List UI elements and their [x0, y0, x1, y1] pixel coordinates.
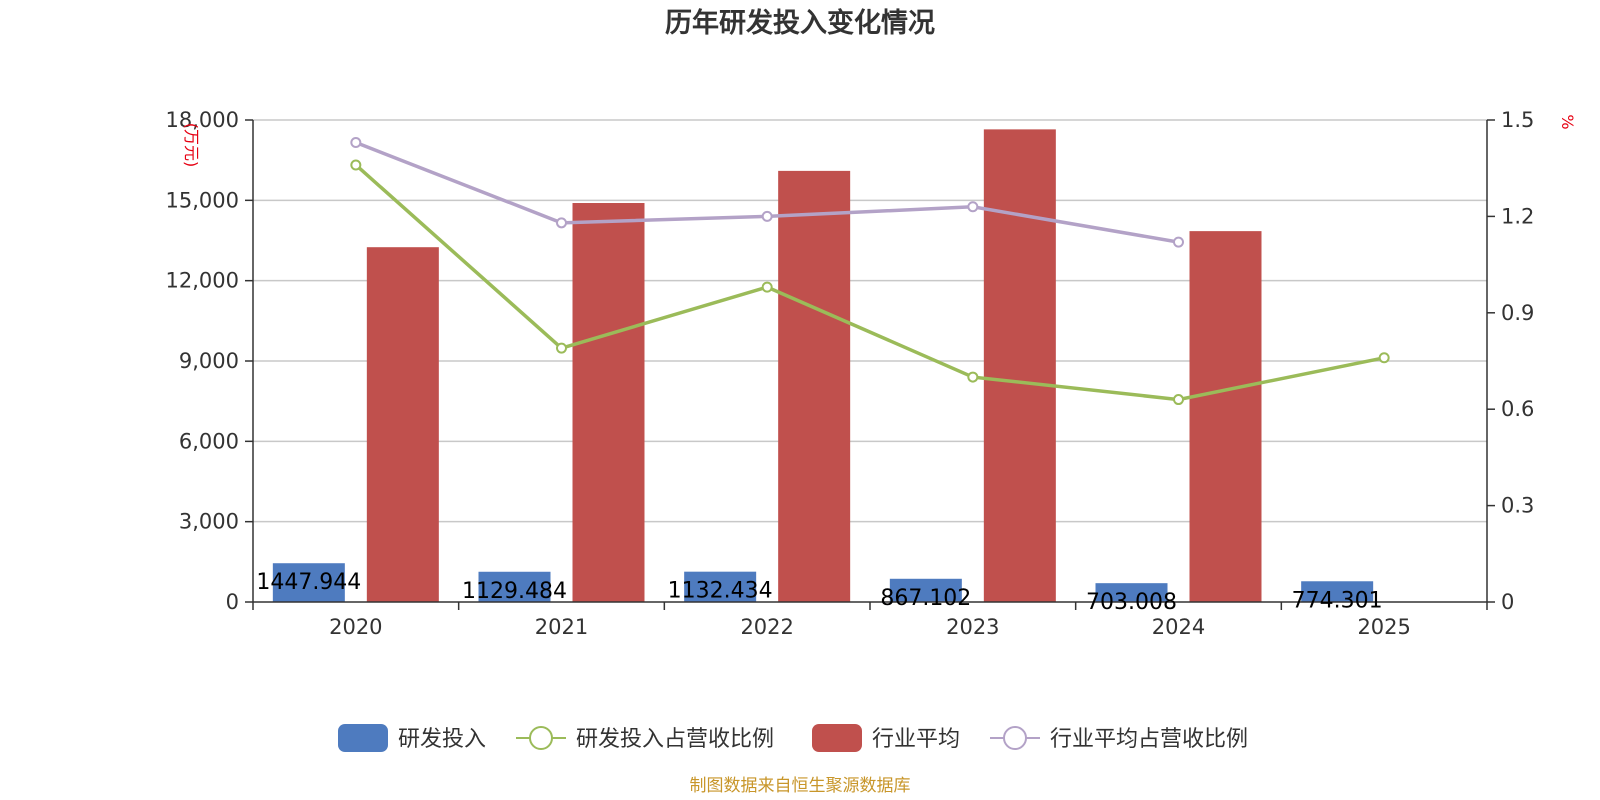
legend-label: 研发投入 — [398, 727, 486, 752]
legend-swatch-bar — [812, 724, 862, 752]
bar-rd-investment — [478, 571, 551, 602]
source-note: 制图数据来自恒生聚源数据库 — [690, 776, 911, 796]
right-axis-unit: % — [1558, 114, 1577, 129]
axes: 0 3,000 6,000 9,000 12,000 15,000 18,000 0 0.3 0.… — [166, 108, 1535, 639]
left-axis-tick-label: 6,000 — [179, 429, 239, 453]
legend-swatch-bar — [338, 724, 388, 752]
left-axis-tick-label: 18,000 — [166, 108, 239, 132]
bar-industry-average — [778, 170, 851, 602]
x-axis-tick-label: 2024 — [1152, 615, 1205, 639]
point-industry-ratio — [556, 217, 567, 229]
chart-title: 历年研发投入变化情况 — [665, 7, 935, 39]
right-axis-tick-label: 1.2 — [1501, 204, 1534, 228]
line-rd-ratio — [354, 163, 1385, 402]
bar-industry-average — [983, 129, 1056, 602]
bars — [272, 129, 1374, 602]
right-axis-tick-label: 1.5 — [1501, 108, 1534, 132]
left-axis-tick-label: 3,000 — [179, 510, 239, 534]
point-rd-ratio — [1173, 394, 1184, 406]
left-axis-tick-label: 9,000 — [179, 349, 239, 373]
right-axis-tick-label: 0.3 — [1501, 494, 1534, 518]
bar-data-label: 774.301 — [1292, 588, 1383, 613]
point-industry-ratio — [350, 136, 362, 148]
bar-data-label: 703.008 — [1086, 590, 1177, 615]
x-axis-tick-label: 2025 — [1357, 615, 1410, 639]
x-axis-tick-label: 2022 — [740, 615, 793, 639]
bar-data-label: 1132.434 — [668, 579, 773, 604]
bar-industry-average — [366, 247, 439, 602]
point-rd-ratio — [967, 371, 979, 383]
left-axis-tick-label: 15,000 — [166, 188, 239, 212]
point-rd-ratio — [761, 281, 773, 293]
left-axis-tick-label: 0 — [226, 590, 239, 614]
legend-swatch-marker — [529, 726, 553, 750]
point-industry-ratio — [1173, 236, 1184, 248]
grid-lines — [253, 119, 1487, 523]
bar-rd-investment — [1095, 583, 1168, 602]
series-lines — [350, 136, 1390, 406]
legend-label: 行业平均占营收比例 — [1050, 727, 1248, 752]
point-industry-ratio — [967, 201, 979, 213]
legend-swatch-marker — [1003, 726, 1027, 750]
bar-data-label: 1447.944 — [256, 570, 361, 595]
x-axis-tick-label: 2020 — [329, 615, 382, 639]
bar-data-label: 1129.484 — [462, 579, 567, 604]
legend-label: 行业平均 — [872, 727, 960, 752]
bar-industry-average — [572, 203, 645, 602]
bar-industry-average — [1189, 231, 1262, 602]
bar-rd-investment — [1301, 581, 1374, 602]
x-axis-tick-label: 2021 — [535, 615, 588, 639]
data-labels: 1447.944 1129.484 1132.434 867.102 703.008 77… — [256, 570, 1382, 615]
point-rd-ratio — [350, 159, 362, 171]
legend-label: 研发投入占营收比例 — [576, 727, 774, 752]
right-axis-tick-label: 0.9 — [1501, 301, 1534, 325]
bar-rd-investment — [684, 571, 757, 602]
left-axis-tick-label: 12,000 — [166, 269, 239, 293]
bar-rd-investment — [889, 578, 962, 602]
right-axis-tick-label: 0.6 — [1501, 397, 1534, 421]
left-axis-unit: (万元) — [182, 123, 201, 168]
legend: 研发投入 研发投入占营收比例 行业平均 行业平均占营收比例 — [338, 724, 1248, 752]
right-axis-tick-label: 0 — [1501, 590, 1514, 614]
bar-rd-investment — [272, 563, 345, 602]
point-rd-ratio — [1378, 352, 1390, 364]
x-axis-tick-label: 2023 — [946, 615, 999, 639]
bar-data-label: 867.102 — [880, 586, 971, 611]
point-rd-ratio — [556, 342, 567, 354]
point-industry-ratio — [761, 210, 773, 222]
